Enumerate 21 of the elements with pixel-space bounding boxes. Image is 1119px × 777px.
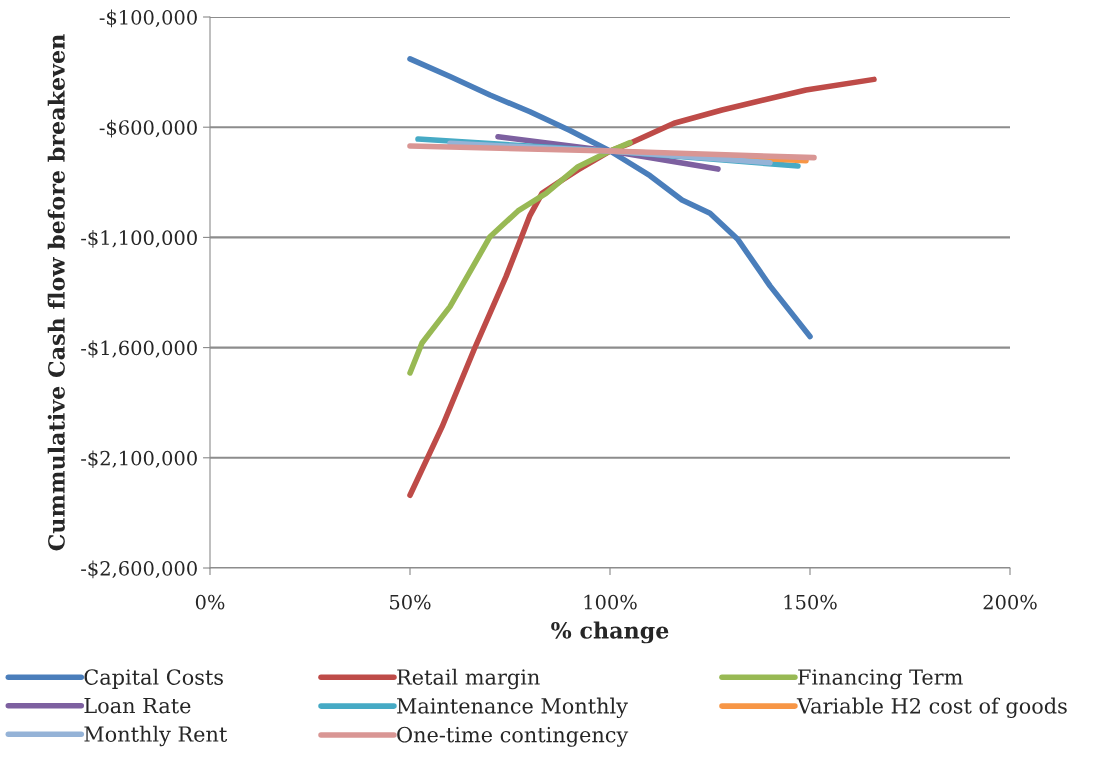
y-tick-label: -$2,600,000 <box>81 560 197 579</box>
x-tick-label: 100% <box>584 594 637 610</box>
x-axis-title: % change <box>551 621 669 644</box>
legend-label: Monthly Rent <box>84 725 228 747</box>
legend-label: One-time contingency <box>397 726 629 747</box>
x-tick-label: 0% <box>195 594 225 610</box>
legend-label: Variable H2 cost of goods <box>796 697 1067 719</box>
y-axis-title: Cummulative Cash flow before breakeven <box>47 34 65 551</box>
legend-label: Financing Term <box>798 669 963 690</box>
x-tick-label: 200% <box>983 594 1037 610</box>
y-tick-label: -$2,100,000 <box>81 450 197 469</box>
y-tick-label: -$600,000 <box>99 119 197 138</box>
x-tick-label: 150% <box>784 594 837 610</box>
y-tick-label: -$1,600,000 <box>81 340 197 358</box>
legend-label: Capital Costs <box>84 668 223 689</box>
legend-label: Loan Rate <box>84 697 191 714</box>
y-tick-label: -$100,000 <box>99 9 197 28</box>
legend-label: Maintenance Monthly <box>397 697 628 719</box>
y-tick-label: -$1,100,000 <box>81 230 197 248</box>
x-tick-label: 50% <box>390 594 431 610</box>
legend-label: Retail margin <box>397 668 540 690</box>
